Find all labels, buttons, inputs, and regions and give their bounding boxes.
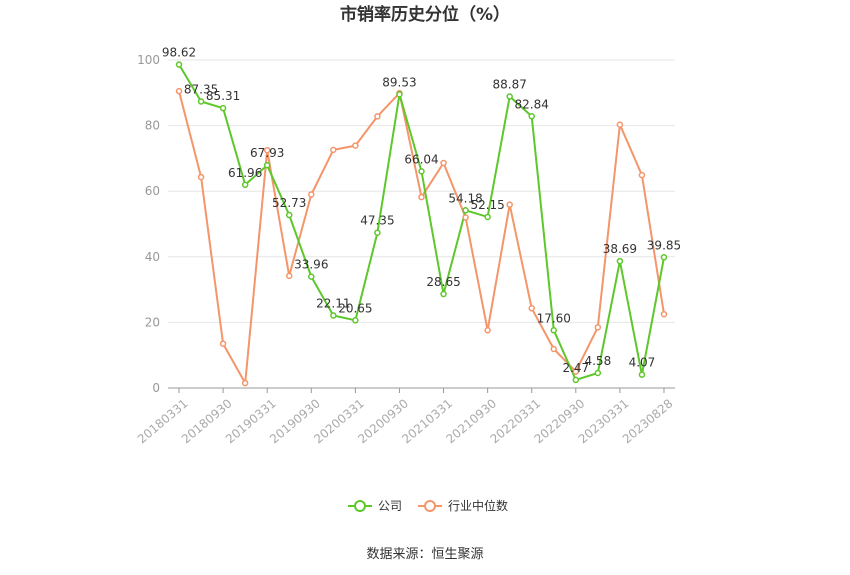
series-line-1 — [178, 90, 665, 385]
data-label: 22.11 — [316, 296, 350, 310]
data-point[interactable] — [616, 257, 624, 265]
data-label: 89.53 — [382, 75, 416, 89]
data-point[interactable] — [440, 290, 447, 298]
data-label: 28.65 — [426, 275, 460, 289]
data-label: 66.04 — [404, 152, 438, 166]
data-point[interactable] — [396, 91, 403, 98]
data-point[interactable] — [660, 254, 668, 261]
source-note: 数据来源：恒生聚源 — [366, 547, 483, 562]
data-point[interactable] — [418, 168, 425, 175]
data-point[interactable] — [462, 207, 469, 214]
data-point[interactable] — [418, 193, 425, 201]
legend-item-0[interactable]: 公司 — [348, 499, 402, 513]
data-label: 38.69 — [603, 242, 637, 256]
data-point[interactable] — [197, 98, 205, 105]
data-point[interactable] — [352, 317, 359, 324]
data-point[interactable] — [528, 305, 535, 312]
y-tick-label: 0 — [152, 381, 160, 395]
data-label: 17.60 — [537, 311, 571, 325]
data-point[interactable] — [506, 93, 513, 100]
legend-item-1[interactable]: 行业中位数 — [418, 498, 508, 513]
data-point[interactable] — [197, 173, 205, 181]
data-label: 61.96 — [228, 166, 262, 180]
legend-label: 公司 — [378, 499, 402, 513]
data-label: 98.62 — [162, 46, 196, 60]
data-label: 87.35 — [184, 82, 218, 96]
data-point[interactable] — [462, 214, 469, 221]
data-point[interactable] — [528, 113, 535, 120]
data-point[interactable] — [285, 272, 293, 280]
data-point[interactable] — [308, 191, 315, 198]
data-point[interactable] — [330, 146, 337, 154]
legend-marker — [424, 500, 436, 512]
data-point[interactable] — [308, 273, 315, 280]
data-point[interactable] — [241, 181, 249, 189]
data-point[interactable] — [241, 379, 249, 387]
legend-label: 行业中位数 — [448, 498, 508, 513]
x-axis: 2018033120180930201903312019093020200331… — [135, 387, 676, 446]
data-label: 85.31 — [206, 89, 240, 103]
data-label: 20.65 — [338, 301, 372, 315]
data-point[interactable] — [572, 368, 580, 375]
data-point[interactable] — [572, 376, 580, 384]
series-lines — [178, 63, 665, 385]
data-point[interactable] — [175, 61, 183, 68]
data-point[interactable] — [550, 345, 558, 353]
data-label: 82.84 — [515, 97, 549, 111]
data-label: 54.18 — [448, 191, 482, 205]
data-label: 67.93 — [250, 146, 284, 160]
y-tick-label: 80 — [145, 119, 160, 133]
y-tick-label: 40 — [145, 250, 160, 264]
data-label: 4.07 — [629, 356, 656, 370]
data-point[interactable] — [263, 161, 271, 169]
data-point[interactable] — [175, 87, 183, 95]
data-label: 47.35 — [360, 214, 394, 228]
data-point[interactable] — [219, 104, 227, 112]
data-point[interactable] — [219, 340, 227, 347]
data-point[interactable] — [594, 324, 602, 331]
data-point[interactable] — [638, 371, 646, 378]
data-point[interactable] — [330, 312, 337, 319]
y-tick-label: 20 — [145, 315, 160, 329]
data-label: 88.87 — [492, 78, 526, 92]
data-point[interactable] — [550, 327, 558, 334]
series-points — [175, 61, 668, 387]
data-point[interactable] — [660, 310, 668, 318]
data-point[interactable] — [285, 211, 293, 219]
data-point[interactable] — [594, 369, 602, 377]
data-point[interactable] — [638, 171, 646, 179]
data-label: 33.96 — [294, 258, 328, 272]
y-tick-label: 60 — [145, 184, 160, 198]
data-point[interactable] — [616, 121, 624, 128]
chart-title: 市销率历史分位（%） — [340, 4, 510, 25]
grid — [168, 59, 675, 323]
series-line-0 — [178, 63, 665, 381]
data-label: 4.58 — [584, 354, 611, 368]
data-point[interactable] — [352, 142, 359, 149]
data-label: 52.73 — [272, 196, 306, 210]
data-label: 52.15 — [470, 198, 504, 212]
data-point[interactable] — [484, 327, 491, 334]
legend[interactable]: 公司 行业中位数 — [348, 498, 508, 513]
data-label: 2.47 — [562, 361, 589, 375]
data-point[interactable] — [374, 229, 381, 236]
data-point[interactable] — [484, 213, 491, 221]
data-point[interactable] — [506, 201, 513, 208]
data-point[interactable] — [263, 146, 271, 154]
y-axis: 0 20 40 60 80 100 — [137, 53, 160, 395]
data-point[interactable] — [374, 113, 381, 120]
y-tick-label: 100 — [137, 53, 160, 67]
data-point[interactable] — [440, 159, 447, 167]
data-label: 39.85 — [647, 238, 681, 252]
legend-marker — [354, 500, 366, 512]
